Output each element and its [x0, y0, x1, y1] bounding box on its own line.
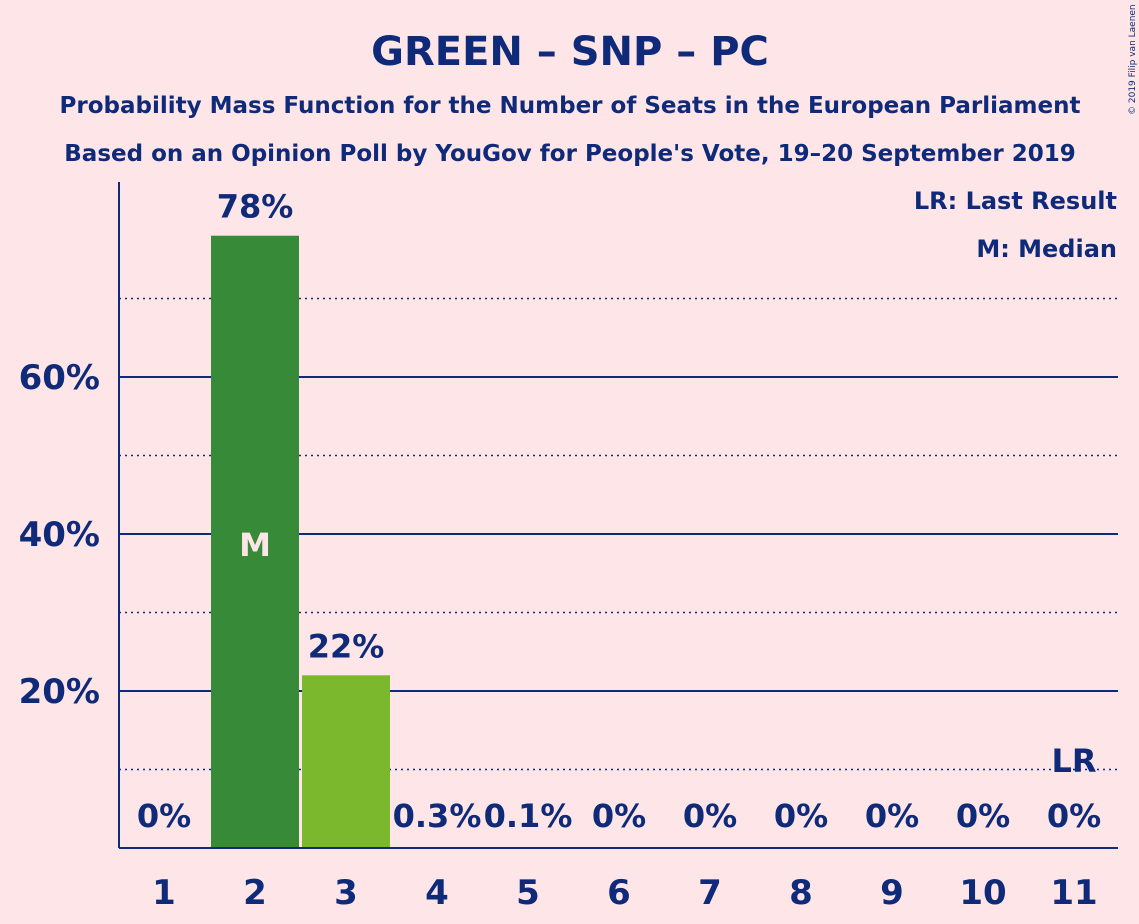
y-tick-label: 60% — [19, 358, 100, 398]
chart-title: GREEN – SNP – PC — [371, 29, 769, 75]
legend-last-result: LR: Last Result — [914, 187, 1117, 215]
value-labels: 0% 78% 22% 0.3% 0.1% 0% 0% 0% 0% 0% 0% LR — [137, 188, 1101, 835]
last-result-marker: LR — [1051, 742, 1096, 780]
value-label: 78% — [217, 188, 294, 226]
bars: M — [211, 235, 390, 848]
x-tick-label: 1 — [152, 873, 176, 913]
y-tick-label: 20% — [19, 672, 100, 712]
value-label: 0% — [137, 797, 191, 835]
x-tick-label: 8 — [789, 873, 813, 913]
value-label: 22% — [308, 627, 385, 665]
chart-subtitle-2: Based on an Opinion Poll by YouGov for P… — [64, 141, 1075, 167]
value-label: 0.1% — [484, 797, 573, 835]
x-tick-label: 2 — [243, 873, 267, 913]
x-tick-label: 5 — [516, 873, 540, 913]
value-label: 0% — [774, 797, 828, 835]
value-label: 0% — [592, 797, 646, 835]
value-label: 0% — [865, 797, 919, 835]
value-label: 0.3% — [393, 797, 482, 835]
value-label: 0% — [683, 797, 737, 835]
x-tick-label: 4 — [425, 873, 449, 913]
median-marker: M — [239, 526, 271, 564]
x-tick-label: 11 — [1050, 873, 1097, 913]
x-tick-label: 3 — [334, 873, 358, 913]
copyright-notice: © 2019 Filip van Laenen — [1128, 4, 1138, 115]
bar — [211, 235, 299, 848]
value-label: 0% — [956, 797, 1010, 835]
legend-median: M: Median — [976, 235, 1117, 263]
x-tick-label: 10 — [959, 873, 1006, 913]
x-tick-label: 6 — [607, 873, 631, 913]
y-tick-label: 40% — [19, 515, 100, 555]
x-tick-label: 7 — [698, 873, 722, 913]
value-label: 0% — [1047, 797, 1101, 835]
bar — [302, 675, 390, 848]
y-axis-ticks: 20% 40% 60% — [19, 358, 100, 712]
chart-subtitle-1: Probability Mass Function for the Number… — [60, 93, 1081, 119]
x-tick-label: 9 — [880, 873, 904, 913]
x-axis-ticks: 1 2 3 4 5 6 7 8 9 10 11 — [152, 873, 1098, 913]
